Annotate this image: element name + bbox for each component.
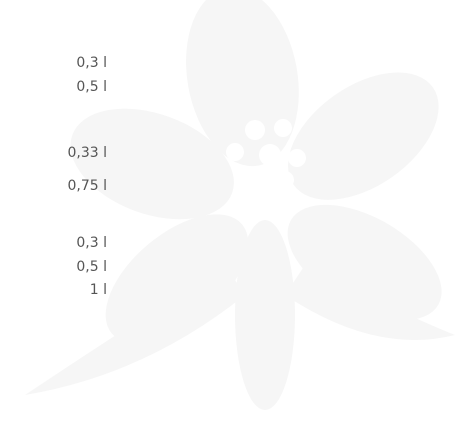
- volume-label: 0,5 l: [76, 258, 107, 276]
- flower-watermark: [0, 0, 463, 437]
- volume-label: 0,33 l: [67, 144, 107, 162]
- volume-label: 0,75 l: [67, 177, 107, 195]
- page: 0,3 l0,5 l0,33 l0,75 l0,3 l0,5 l1 l (() …: [0, 0, 463, 437]
- volume-label: 0,3 l: [76, 54, 107, 72]
- volume-label: 0,3 l: [76, 234, 107, 252]
- volume-label: 0,5 l: [76, 78, 107, 96]
- volume-label: 1 l: [90, 281, 107, 299]
